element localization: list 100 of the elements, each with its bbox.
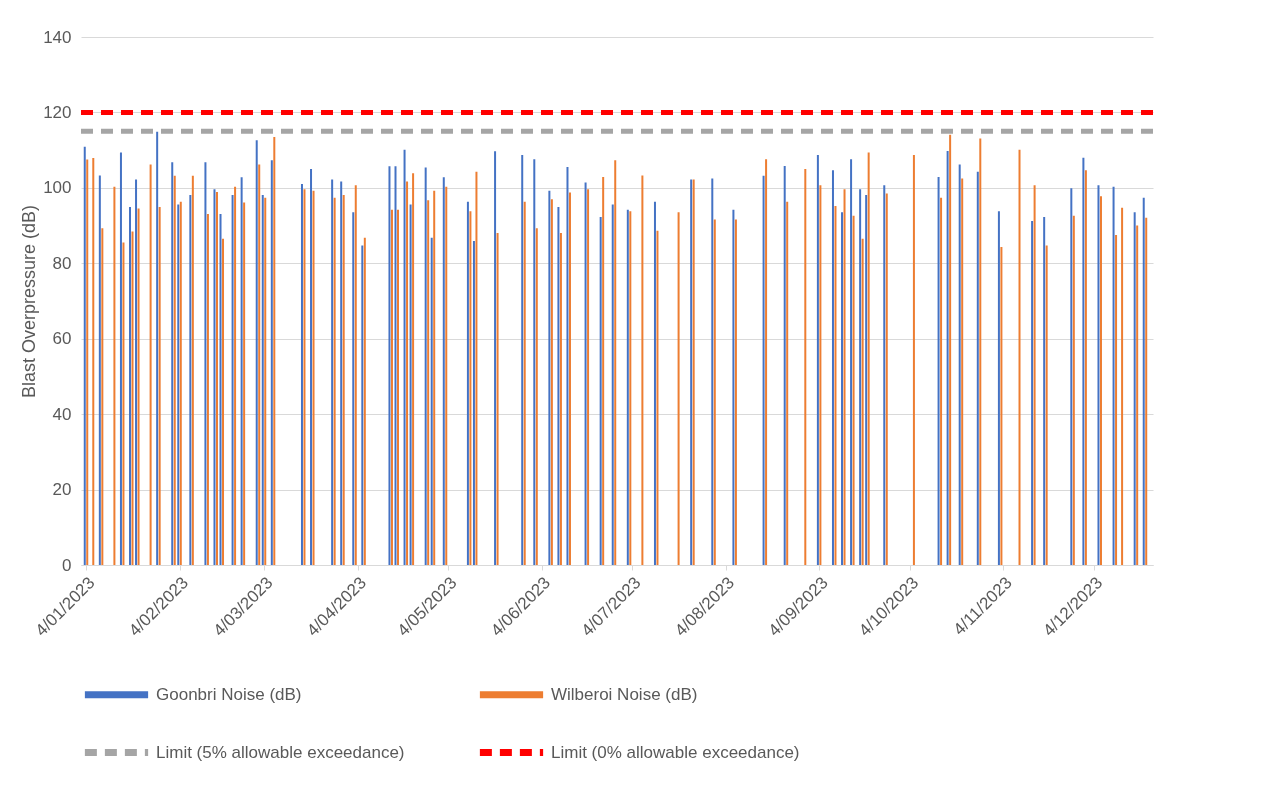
bar xyxy=(363,237,366,565)
bar xyxy=(1033,185,1036,565)
bar xyxy=(258,164,261,565)
bar xyxy=(234,186,237,565)
bar xyxy=(559,233,562,565)
bar xyxy=(816,155,819,565)
bar xyxy=(191,175,194,565)
bar xyxy=(352,212,355,565)
bar xyxy=(333,197,336,565)
legend-label: Wilberoi Noise (dB) xyxy=(551,684,698,704)
bar xyxy=(206,213,209,565)
bar xyxy=(173,175,176,565)
bar xyxy=(273,136,276,565)
bar xyxy=(865,195,868,565)
bar xyxy=(403,149,406,565)
bar xyxy=(472,241,475,565)
bar xyxy=(131,231,134,565)
y-tick-label: 100 xyxy=(43,178,72,198)
bar xyxy=(783,165,786,565)
y-tick-label: 140 xyxy=(43,27,72,47)
bar xyxy=(912,155,915,565)
y-axis-title: Blast Overpressure (dB) xyxy=(19,204,40,399)
bar xyxy=(409,204,412,565)
bar xyxy=(156,131,159,565)
bar xyxy=(641,175,644,565)
bar xyxy=(122,242,125,565)
bar xyxy=(1070,188,1073,565)
bar xyxy=(867,152,870,565)
bar xyxy=(331,179,334,565)
bar xyxy=(240,177,243,565)
bar xyxy=(535,228,538,565)
bar xyxy=(804,169,807,565)
bar xyxy=(496,233,499,565)
bar xyxy=(86,159,89,565)
bar xyxy=(101,228,104,565)
bar xyxy=(430,237,433,565)
bar xyxy=(1031,221,1034,565)
bar xyxy=(841,212,844,565)
bar xyxy=(340,181,343,565)
bar xyxy=(566,167,569,565)
bar xyxy=(219,213,222,565)
bar xyxy=(521,155,524,565)
bar xyxy=(946,150,949,565)
bar xyxy=(587,189,590,565)
bar xyxy=(1043,216,1046,565)
bar xyxy=(550,199,553,565)
bar xyxy=(656,230,659,565)
bar xyxy=(475,171,478,565)
bar xyxy=(494,151,497,565)
bar xyxy=(883,185,886,565)
bar xyxy=(961,178,964,565)
bar xyxy=(997,211,1000,565)
bar xyxy=(1133,212,1136,565)
bar xyxy=(831,170,834,565)
bar xyxy=(976,171,979,565)
legend-label: Goonbri Noise (dB) xyxy=(156,684,302,704)
bar xyxy=(98,175,101,565)
bar xyxy=(231,195,234,565)
bar xyxy=(1115,235,1118,565)
bar xyxy=(445,186,448,565)
bar xyxy=(1099,196,1102,565)
bar xyxy=(158,207,161,565)
bar xyxy=(861,238,864,565)
bar xyxy=(129,207,132,565)
bar xyxy=(786,201,789,565)
bar xyxy=(523,201,526,565)
bar xyxy=(762,175,765,565)
bar xyxy=(533,159,536,565)
bar xyxy=(1112,186,1115,565)
y-tick-label: 120 xyxy=(43,102,72,122)
bar xyxy=(602,176,605,565)
bar xyxy=(548,190,551,565)
bar xyxy=(859,189,862,565)
bar xyxy=(204,162,207,565)
bar xyxy=(149,164,152,565)
bar xyxy=(361,245,364,565)
bar xyxy=(255,140,258,565)
bar xyxy=(1145,217,1148,565)
bar xyxy=(119,152,122,565)
bar xyxy=(427,200,430,565)
bar xyxy=(852,215,855,565)
bar xyxy=(300,184,303,565)
bar xyxy=(834,205,837,565)
y-tick-label: 40 xyxy=(52,404,72,424)
bar xyxy=(949,134,952,565)
y-tick-label: 20 xyxy=(52,480,72,500)
bar xyxy=(270,160,273,565)
bar xyxy=(557,207,560,565)
bar xyxy=(979,138,982,565)
bar xyxy=(611,204,614,565)
bar xyxy=(412,173,415,565)
bar xyxy=(303,189,306,565)
bar xyxy=(584,182,587,565)
bar xyxy=(958,164,961,565)
bar xyxy=(732,209,735,565)
bar xyxy=(653,201,656,565)
bar xyxy=(1072,215,1075,565)
bar xyxy=(937,176,940,565)
bar xyxy=(342,195,345,565)
bar xyxy=(677,212,680,565)
